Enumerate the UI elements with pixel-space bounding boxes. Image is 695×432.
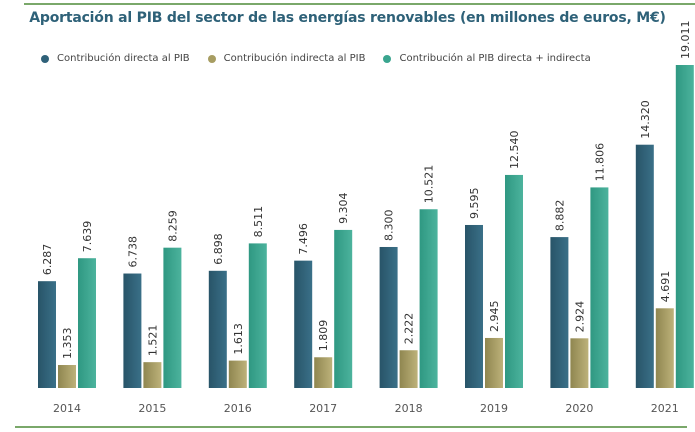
data-label-direct-2018: 8.300 — [383, 209, 396, 241]
data-label-indirect-2018: 2.222 — [403, 313, 416, 345]
data-label-indirect-2014: 1.353 — [61, 328, 74, 360]
data-label-direct-2019: 9.595 — [468, 187, 481, 219]
data-label-indirect-2021: 4.691 — [659, 271, 672, 303]
data-label-total-2017: 9.304 — [337, 192, 350, 224]
data-label-direct-2017: 7.496 — [297, 223, 310, 255]
bar-total-2014 — [78, 258, 96, 388]
bar-total-2020 — [590, 187, 609, 388]
bar-total-2021 — [675, 65, 694, 388]
bar-indirect-2020 — [570, 338, 589, 388]
data-label-total-2019: 12.540 — [508, 130, 521, 169]
x-tick-label-2017: 2017 — [309, 402, 337, 415]
bar-total-2019 — [505, 174, 523, 388]
x-tick-label-2020: 2020 — [565, 402, 593, 415]
data-label-direct-2014: 6.287 — [41, 244, 54, 276]
data-label-indirect-2015: 1.521 — [146, 325, 159, 357]
bar-direct-2019 — [465, 224, 483, 388]
x-tick-label-2021: 2021 — [651, 402, 679, 415]
bar-indirect-2019 — [485, 337, 503, 388]
data-label-indirect-2019: 2.945 — [488, 300, 501, 332]
legend-dot-total-icon — [383, 54, 392, 63]
bar-indirect-2017 — [314, 357, 333, 388]
x-tick-label-2015: 2015 — [138, 402, 166, 415]
legend-label-total: Contribución al PIB directa + indirecta — [399, 53, 591, 64]
x-tick-label-2016: 2016 — [224, 402, 252, 415]
legend-item-total: Contribución al PIB directa + indirecta — [383, 53, 591, 64]
data-label-indirect-2016: 1.613 — [232, 323, 245, 354]
legend: Contribución directa al PIB Contribución… — [41, 53, 609, 64]
data-label-total-2014: 7.639 — [81, 221, 94, 253]
bottom-divider — [15, 426, 687, 428]
bar-indirect-2018 — [399, 350, 418, 388]
bar-indirect-2014 — [58, 365, 76, 388]
data-label-total-2016: 8.511 — [252, 206, 265, 238]
bar-total-2015 — [163, 247, 182, 388]
bar-indirect-2016 — [228, 360, 247, 388]
legend-label-indirect: Contribución indirecta al PIB — [223, 53, 366, 64]
data-label-direct-2021: 14.320 — [639, 100, 652, 139]
bar-direct-2016 — [208, 270, 227, 388]
bar-direct-2021 — [635, 144, 654, 388]
x-tick-label-2018: 2018 — [395, 402, 423, 415]
bar-total-2016 — [248, 243, 267, 388]
data-label-direct-2020: 8.882 — [553, 200, 566, 232]
data-label-total-2015: 8.259 — [166, 210, 179, 242]
legend-label-direct: Contribución directa al PIB — [57, 53, 190, 64]
legend-dot-direct-icon — [41, 54, 49, 63]
bar-direct-2018 — [379, 246, 398, 388]
data-label-total-2021: 19.011 — [679, 21, 692, 60]
top-divider — [24, 3, 695, 5]
data-label-indirect-2017: 1.809 — [317, 320, 330, 352]
x-tick-label-2019: 2019 — [480, 402, 508, 415]
data-label-direct-2016: 6.898 — [212, 233, 225, 265]
data-label-total-2020: 11.806 — [593, 143, 606, 182]
bar-direct-2017 — [294, 260, 313, 388]
bar-direct-2020 — [550, 237, 569, 388]
data-label-direct-2015: 6.738 — [126, 236, 139, 268]
bar-indirect-2021 — [655, 308, 674, 388]
bar-total-2017 — [334, 229, 353, 388]
data-label-indirect-2020: 2.924 — [573, 301, 586, 333]
chart-title: Aportación al PIB del sector de las ener… — [29, 10, 666, 26]
legend-dot-indirect-icon — [207, 54, 216, 63]
legend-item-indirect: Contribución indirecta al PIB — [207, 53, 366, 64]
x-tick-label-2014: 2014 — [53, 402, 81, 415]
bar-direct-2015 — [123, 273, 142, 388]
legend-item-direct: Contribución directa al PIB — [41, 53, 190, 64]
bar-direct-2014 — [38, 281, 56, 388]
bar-indirect-2015 — [143, 362, 162, 388]
data-label-total-2018: 10.521 — [423, 165, 436, 204]
bar-total-2018 — [419, 209, 438, 388]
